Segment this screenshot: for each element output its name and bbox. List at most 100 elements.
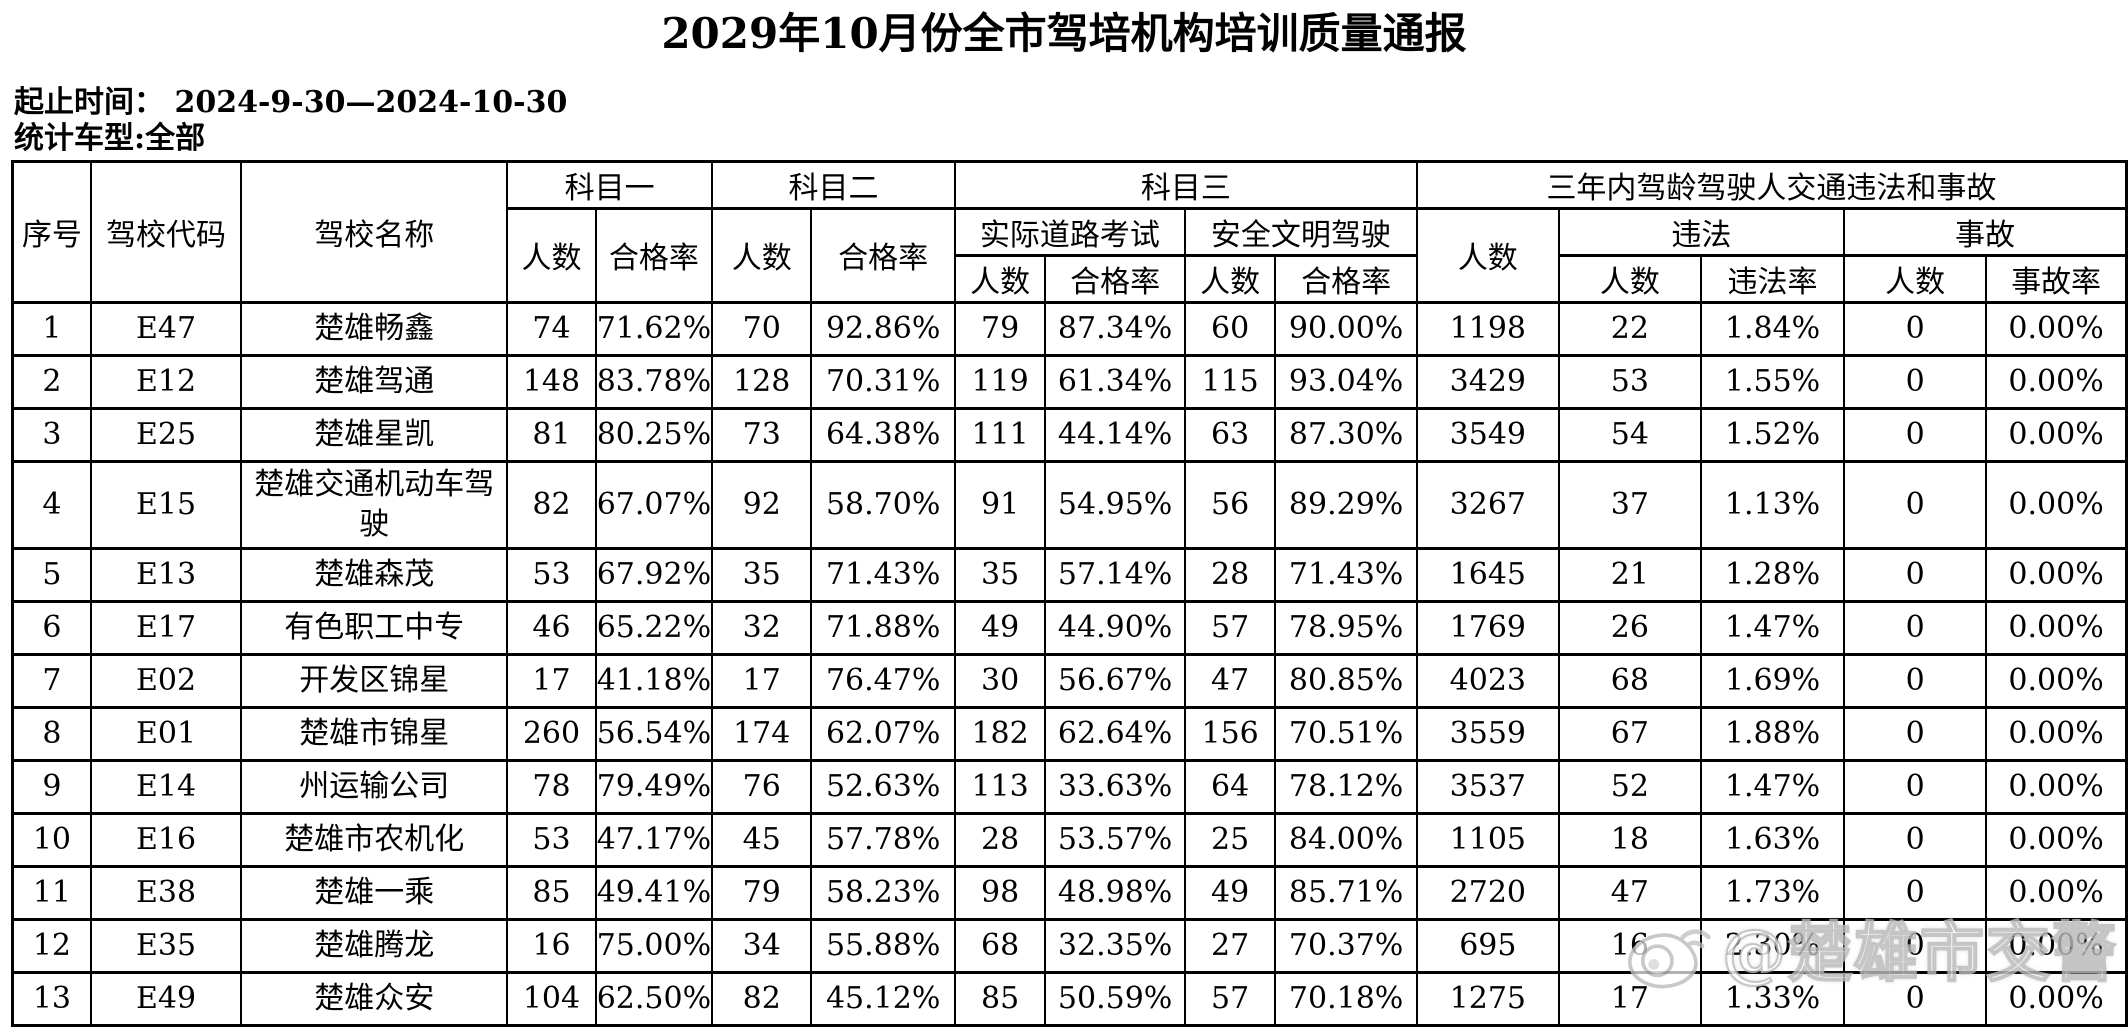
violation-rate-cell: 2.30% [1699,917,1846,974]
table-row: 6 E17 有色职工中专 46 65.22% 32 71.88% 49 44.90% 57 78.9… [11,599,2128,656]
accident-count-cell: 0 [1843,705,1988,762]
three-year-count-cell: 3537 [1415,758,1560,815]
col-header-subject1: 科目一 [506,159,714,210]
subject2-pass-rate-cell: 71.43% [810,546,956,603]
violation-count-cell: 18 [1557,811,1702,868]
violation-rate-cell: 1.73% [1699,864,1846,921]
road-test-pass-rate-cell: 44.90% [1044,599,1186,656]
subject1-count-cell: 148 [506,353,597,410]
road-test-pass-rate-cell: 48.98% [1044,864,1186,921]
subject1-pass-rate-cell: 47.17% [594,811,714,868]
road-test-count-cell: 30 [953,652,1047,709]
road-test-count-cell: 79 [953,300,1047,357]
subject1-count-cell: 82 [506,459,597,550]
table-row: 11 E38 楚雄一乘 85 49.41% 79 58.23% 98 48.98% 49 85.71… [11,864,2128,921]
col-header-three-year-count: 人数 [1415,206,1560,304]
road-test-pass-rate-cell: 61.34% [1044,353,1186,410]
safe-driving-count-cell: 25 [1183,811,1277,868]
school-name-cell: 楚雄交通机动车驾驶 [240,459,509,550]
violation-count-cell: 17 [1557,970,1702,1027]
road-test-count-cell: 113 [953,758,1047,815]
safe-driving-pass-rate-cell: 70.37% [1274,917,1418,974]
road-test-pass-rate-cell: 62.64% [1044,705,1186,762]
violation-count-cell: 53 [1557,353,1702,410]
road-test-pass-rate-cell: 33.63% [1044,758,1186,815]
accident-count-cell: 0 [1843,459,1988,550]
violation-count-cell: 16 [1557,917,1702,974]
violation-rate-cell: 1.63% [1699,811,1846,868]
safe-driving-count-cell: 57 [1183,970,1277,1027]
safe-driving-count-cell: 64 [1183,758,1277,815]
violation-count-cell: 37 [1557,459,1702,550]
subject1-count-cell: 81 [506,406,597,463]
vehicle-type-label: 统计车型:全部 [14,120,206,156]
road-test-count-cell: 111 [953,406,1047,463]
accident-count-cell: 0 [1843,758,1988,815]
subject2-count-cell: 45 [711,811,813,868]
col-header-subject2-pass-rate: 合格率 [810,206,956,304]
school-name-cell: 楚雄市锦星 [240,705,509,762]
safe-driving-count-cell: 63 [1183,406,1277,463]
school-name-cell: 楚雄森茂 [240,546,509,603]
violation-rate-cell: 1.84% [1699,300,1846,357]
table-row: 2 E12 楚雄驾通 148 83.78% 128 70.31% 119 61.34% 115 93… [11,353,2128,410]
road-test-count-cell: 85 [953,970,1047,1027]
violation-rate-cell: 1.69% [1699,652,1846,709]
subject1-pass-rate-cell: 83.78% [594,353,714,410]
school-code-cell: E01 [89,705,243,762]
col-header-accident: 事故 [1843,206,2128,257]
accident-rate-cell: 0.00% [1985,406,2128,463]
col-header-violation-rate: 违法率 [1699,253,1846,304]
col-header-subject2-count: 人数 [711,206,813,304]
road-test-count-cell: 119 [953,353,1047,410]
safe-driving-count-cell: 156 [1183,705,1277,762]
accident-rate-cell: 0.00% [1985,758,2128,815]
school-name-cell: 开发区锦星 [240,652,509,709]
accident-count-cell: 0 [1843,652,1988,709]
subject1-pass-rate-cell: 49.41% [594,864,714,921]
road-test-count-cell: 49 [953,599,1047,656]
accident-count-cell: 0 [1843,599,1988,656]
road-test-pass-rate-cell: 53.57% [1044,811,1186,868]
violation-rate-cell: 1.47% [1699,758,1846,815]
accident-count-cell: 0 [1843,917,1988,974]
subject2-count-cell: 32 [711,599,813,656]
seq-cell: 10 [11,811,92,868]
school-name-cell: 楚雄畅鑫 [240,300,509,357]
subject1-count-cell: 74 [506,300,597,357]
school-code-cell: E12 [89,353,243,410]
violation-count-cell: 68 [1557,652,1702,709]
seq-cell: 5 [11,546,92,603]
safe-driving-pass-rate-cell: 71.43% [1274,546,1418,603]
date-range-label: 起止时间： 2024-9-30—2024-10-30 [14,84,568,120]
accident-count-cell: 0 [1843,300,1988,357]
header-row-1: 序号 驾校代码 驾校名称 科目一 科目二 科目三 三年内驾龄驾驶人交通违法和事故 [11,159,2128,304]
road-test-pass-rate-cell: 87.34% [1044,300,1186,357]
accident-count-cell: 0 [1843,546,1988,603]
subject1-count-cell: 46 [506,599,597,656]
col-header-subject1-pass-rate: 合格率 [594,206,714,304]
seq-cell: 1 [11,300,92,357]
school-name-cell: 楚雄腾龙 [240,917,509,974]
three-year-count-cell: 1769 [1415,599,1560,656]
school-code-cell: E25 [89,406,243,463]
header-row-3: 人数 合格率 人数 合格率 人数 违法率 人数 事故率 [13,253,2128,304]
three-year-count-cell: 1645 [1415,546,1560,603]
col-header-school-name: 驾校名称 [240,159,509,304]
quality-report-table: 序号 驾校代码 驾校名称 科目一 科目二 科目三 三年内驾龄驾驶人交通违法和事故… [11,159,2128,1027]
school-code-cell: E16 [89,811,243,868]
col-header-safe-driving: 安全文明驾驶 [1183,206,1418,257]
subject2-pass-rate-cell: 57.78% [810,811,956,868]
safe-driving-pass-rate-cell: 89.29% [1274,459,1418,550]
subject1-pass-rate-cell: 41.18% [594,652,714,709]
col-header-road-test-count: 人数 [953,253,1047,304]
col-header-safe-driving-count: 人数 [1183,253,1277,304]
subject2-pass-rate-cell: 62.07% [810,705,956,762]
road-test-pass-rate-cell: 50.59% [1044,970,1186,1027]
table-row: 7 E02 开发区锦星 17 41.18% 17 76.47% 30 56.67% 47 80.85… [11,652,2128,709]
violation-rate-cell: 1.13% [1699,459,1846,550]
subject2-pass-rate-cell: 76.47% [810,652,956,709]
table-body: 1 E47 楚雄畅鑫 74 71.62% 70 92.86% 79 87.34% 60 90.00%… [11,300,2128,1027]
subject1-pass-rate-cell: 80.25% [594,406,714,463]
violation-rate-cell: 1.28% [1699,546,1846,603]
